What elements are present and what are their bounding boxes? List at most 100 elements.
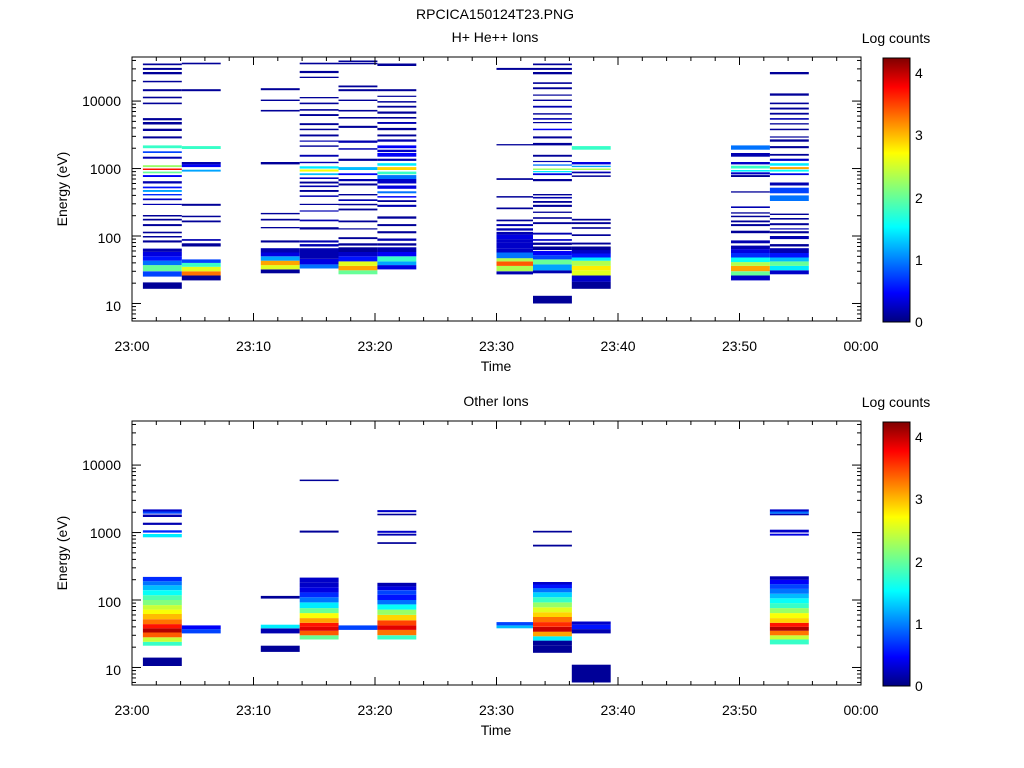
spectrogram-cell bbox=[769, 509, 809, 512]
spectrogram-cell bbox=[181, 262, 221, 267]
spectrogram-cell bbox=[533, 530, 572, 533]
spectrogram-cell bbox=[142, 168, 182, 170]
spectrogram-cell bbox=[260, 109, 300, 112]
spectrogram-cell bbox=[571, 218, 611, 221]
spectrogram-cell bbox=[731, 240, 770, 244]
spectrogram-cell bbox=[142, 122, 182, 125]
spectrogram-cell bbox=[181, 243, 221, 247]
spectrogram-cell bbox=[142, 215, 182, 217]
spectrogram-cell bbox=[299, 70, 339, 74]
spectrogram-cell bbox=[533, 113, 572, 115]
spectrogram-cell bbox=[769, 257, 809, 262]
spectrogram-cell bbox=[731, 249, 770, 253]
spectrogram-cell bbox=[496, 196, 533, 198]
spectrogram-cell bbox=[377, 609, 417, 615]
colorbar-title: Log counts bbox=[862, 30, 931, 46]
spectrogram-cell bbox=[299, 97, 339, 99]
spectrogram-cell bbox=[377, 167, 417, 170]
colorbar-tick-label: 4 bbox=[915, 429, 923, 445]
spectrogram-cell bbox=[769, 195, 809, 201]
spectrogram-cell bbox=[571, 629, 611, 634]
spectrogram-cell bbox=[142, 203, 182, 205]
y-axis-label: Energy (eV) bbox=[54, 152, 70, 227]
spectrogram-cell bbox=[299, 181, 339, 184]
spectrogram-cell bbox=[769, 511, 809, 514]
spectrogram-cell bbox=[769, 626, 809, 631]
spectrogram-cell bbox=[769, 579, 809, 585]
spectrogram-cell bbox=[769, 635, 809, 640]
spectrogram-cell bbox=[533, 94, 572, 96]
spectrogram-cell bbox=[769, 529, 809, 533]
spectrogram-cell bbox=[142, 248, 182, 252]
spectrogram-cell bbox=[299, 210, 339, 212]
spectrogram-cell bbox=[142, 657, 182, 666]
spectrogram-cell bbox=[142, 175, 182, 177]
x-axis-label: Time bbox=[481, 358, 512, 374]
spectrogram-cell bbox=[260, 227, 300, 229]
spectrogram-cell bbox=[769, 270, 809, 275]
spectrogram-cell bbox=[571, 270, 611, 276]
spectrogram-cell bbox=[142, 96, 182, 99]
spectrogram-cell bbox=[533, 636, 572, 641]
spectrogram-cell bbox=[181, 89, 221, 92]
spectrogram-cell bbox=[731, 162, 770, 165]
x-tick-label: 23:40 bbox=[600, 702, 635, 718]
spectrogram-cell bbox=[769, 253, 809, 258]
spectrogram-cell bbox=[142, 80, 182, 83]
spectrogram-cell bbox=[299, 582, 339, 588]
colorbar-tick-label: 0 bbox=[915, 678, 923, 694]
spectrogram-cell bbox=[377, 153, 417, 157]
spectrogram-cell bbox=[533, 544, 572, 547]
spectrogram-cell bbox=[142, 67, 182, 70]
spectrogram-cell bbox=[731, 220, 770, 223]
colorbar-tick-label: 3 bbox=[915, 491, 923, 507]
x-axis-label: Time bbox=[481, 722, 512, 738]
spectrogram-cell bbox=[769, 153, 809, 156]
spectrogram-cell bbox=[769, 118, 809, 120]
spectrogram-cell bbox=[377, 261, 417, 266]
spectrogram-cell bbox=[533, 295, 572, 304]
spectrogram-cell bbox=[299, 587, 339, 593]
spectrogram-cell bbox=[338, 60, 378, 62]
spectrogram-cells bbox=[142, 60, 809, 304]
spectrogram-cell bbox=[338, 167, 378, 170]
spectrogram-cell bbox=[142, 194, 182, 196]
spectrogram-cell bbox=[496, 178, 533, 180]
y-tick-label: 100 bbox=[98, 230, 122, 246]
plot-frame bbox=[131, 420, 862, 686]
spectrogram-cell bbox=[299, 109, 339, 111]
spectrogram-cell bbox=[299, 76, 339, 78]
spectrogram-cell bbox=[181, 146, 221, 149]
spectrogram-cell bbox=[142, 181, 182, 184]
x-tick-label: 23:50 bbox=[722, 338, 757, 354]
spectrogram-cell bbox=[299, 102, 339, 105]
spectrogram-cell bbox=[496, 261, 533, 266]
colorbar: Log counts 0 1 2 3 4 bbox=[862, 30, 931, 330]
spectrogram-cell bbox=[377, 238, 417, 241]
spectrogram-cell bbox=[496, 144, 533, 146]
spectrogram-cell bbox=[338, 203, 378, 206]
spectrogram-cell bbox=[769, 248, 809, 253]
spectrogram-cell bbox=[299, 630, 339, 636]
colorbar-tick-label: 1 bbox=[915, 616, 923, 632]
spectrogram-cell bbox=[571, 171, 611, 174]
spectrogram-cell bbox=[769, 593, 809, 599]
spectrogram-cell bbox=[142, 256, 182, 261]
spectrogram-cell bbox=[571, 227, 611, 229]
spectrogram-cell bbox=[533, 154, 572, 157]
y-tick-label: 10000 bbox=[82, 93, 121, 109]
spectrogram-cell bbox=[142, 585, 182, 591]
spectrogram-cell bbox=[377, 247, 417, 252]
plot-frame bbox=[131, 56, 862, 322]
spectrogram-cell bbox=[142, 271, 182, 277]
spectrogram-cell bbox=[181, 215, 221, 218]
spectrogram-cell bbox=[142, 576, 182, 582]
spectrogram-cell bbox=[377, 600, 417, 605]
spectrogram-cell bbox=[260, 265, 300, 270]
spectrogram-cell bbox=[142, 641, 182, 646]
spectrogram-cell bbox=[377, 252, 417, 257]
spectrogram-cell bbox=[533, 122, 572, 124]
spectrogram-cell bbox=[769, 169, 809, 172]
spectrogram-cell bbox=[260, 260, 300, 266]
y-tick-label: 10000 bbox=[82, 457, 121, 473]
